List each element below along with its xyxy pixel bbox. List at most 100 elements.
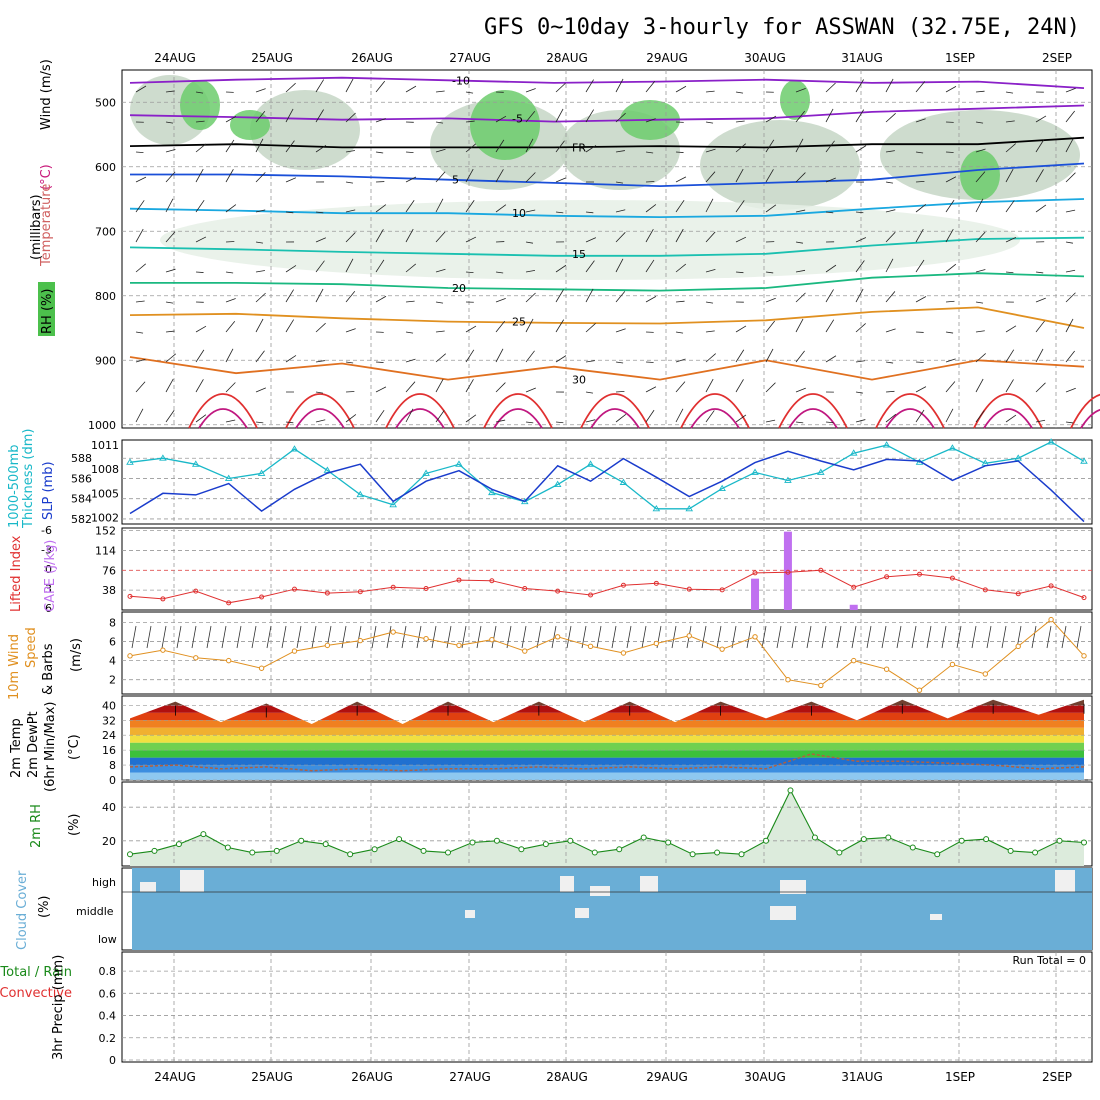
cloud-gap-1	[140, 882, 156, 892]
rh-shade-11	[780, 80, 810, 120]
wind-barb-9-4	[405, 200, 415, 213]
contour-label-20: 20	[452, 282, 466, 295]
date-top-31AUG: 31AUG	[841, 51, 883, 65]
wind10-point-3	[225, 657, 232, 664]
w10-barb-51	[896, 625, 902, 649]
wind-barb-4-5	[255, 241, 264, 244]
thickness-point-11	[488, 488, 496, 496]
w10-barb-11	[296, 625, 302, 649]
w10-barb-21	[446, 625, 452, 649]
wind-barb-0-2	[135, 151, 144, 154]
wind-barb-28-5	[975, 231, 986, 243]
wind-barb-13-8	[525, 318, 534, 333]
wind-barb-25-9	[885, 361, 894, 364]
wind10-point-6	[324, 642, 331, 649]
wind-barb-5-4	[285, 211, 294, 214]
rh2m-point-25	[738, 851, 745, 858]
wind-barb-12-8	[495, 320, 506, 333]
cloud-low-label: low	[98, 933, 117, 946]
pr-tick-0.8: 0.8	[99, 965, 117, 978]
wind-barb-4-7	[255, 292, 266, 303]
thickness-point-18	[718, 484, 726, 492]
warm-loop-5-0	[680, 393, 750, 429]
temp-band-4	[130, 742, 1084, 751]
wind-barb-6-11	[315, 419, 326, 423]
wind-barb-4-9	[255, 350, 265, 363]
pr-tick-0: 0	[109, 1054, 116, 1067]
wind-barb-18-8	[675, 331, 684, 334]
contour-label-15: 15	[572, 248, 586, 261]
wind-barb-27-5	[945, 228, 954, 243]
wind-barb-21-8	[765, 320, 775, 333]
wind-barb-4-6	[255, 270, 265, 273]
isotherm-FR	[129, 136, 1085, 149]
wind-barb-8-1	[375, 118, 386, 123]
pressure-axis-label: (millibars)	[29, 194, 44, 260]
wind-barb-19-4	[705, 198, 714, 213]
rh2m-point-2	[175, 841, 182, 848]
w10-barb-54	[941, 625, 947, 649]
wind-barb-24-6	[855, 260, 865, 273]
lifted-point-20	[785, 569, 791, 575]
slp-line	[129, 450, 1085, 523]
w10-barb-0	[131, 625, 137, 649]
lifted-point-29	[1081, 595, 1087, 601]
w10-barb-63	[1076, 625, 1082, 649]
isotherm-25	[129, 306, 1085, 329]
lifted-point-2	[193, 588, 199, 594]
rh2m-point-7	[298, 837, 305, 844]
w10-barb-52	[911, 625, 917, 649]
wind-barb-2-11	[195, 414, 207, 423]
wind-barb-13-2	[525, 138, 534, 153]
wind-barb-31-7	[1065, 292, 1076, 303]
wind-barb-9-11	[405, 408, 414, 423]
cloud-gap-0	[180, 870, 204, 892]
warm-loop-1-0	[285, 393, 355, 429]
wind-barb-24-0	[855, 79, 864, 93]
date-bottom-29AUG: 29AUG	[646, 1070, 688, 1084]
rh2m-point-32	[909, 844, 916, 851]
wind-barb-21-2	[765, 139, 775, 153]
wind-barb-9-8	[405, 331, 414, 334]
w10-tick-8: 8	[109, 616, 116, 629]
wind-barb-22-9	[795, 350, 805, 363]
wind-barb-5-3	[285, 177, 297, 183]
rh2m-point-39	[1081, 839, 1087, 846]
thickness-point-29	[1080, 457, 1088, 464]
wind-barb-6-9	[315, 360, 325, 363]
wind10-point-28	[1048, 616, 1054, 623]
cape-tick-114: 114	[95, 544, 116, 557]
wind-barb-14-4	[555, 211, 564, 214]
wind-barb-17-1	[645, 118, 656, 123]
wind-barb-21-9	[765, 348, 774, 363]
wind-barb-27-7	[945, 300, 955, 303]
slp-tick-1005: 1005	[91, 487, 119, 500]
isotherm-30	[129, 356, 1085, 381]
lifted-point-13	[555, 588, 561, 594]
thickness-point-10	[455, 460, 463, 467]
wind-barb-4-3	[255, 172, 266, 183]
wind-barb-31-9	[1065, 350, 1075, 363]
w10-barb-6	[221, 625, 227, 649]
wind-barb-25-1	[885, 112, 896, 123]
pr-tick-0.2: 0.2	[99, 1032, 117, 1045]
t-tick-32: 32	[102, 714, 116, 727]
rh2m-point-23	[689, 851, 696, 858]
wind-barb-6-6	[315, 260, 325, 273]
wind-barb-20-6	[735, 271, 744, 274]
date-top-27AUG: 27AUG	[449, 51, 491, 65]
wind-barb-23-6	[825, 264, 837, 273]
wind-barb-20-9	[735, 349, 745, 363]
panel-labels: (millibars) Wind (m/s) (°C) Temperature …	[0, 59, 1086, 1060]
rh2m-point-3	[200, 831, 207, 838]
wind-barb-1-10	[165, 378, 174, 393]
lifted-point-0	[127, 593, 133, 599]
lifted-point-4	[259, 594, 265, 600]
lifted-index-line	[129, 569, 1085, 604]
wind-barb-1-7	[165, 301, 174, 304]
wind-barb-2-10	[195, 379, 204, 393]
wind-barb-16-2	[615, 150, 625, 153]
lifted-point-14	[588, 592, 594, 598]
wind-barb-28-3	[975, 171, 986, 183]
wind-barb-25-6	[885, 258, 894, 273]
